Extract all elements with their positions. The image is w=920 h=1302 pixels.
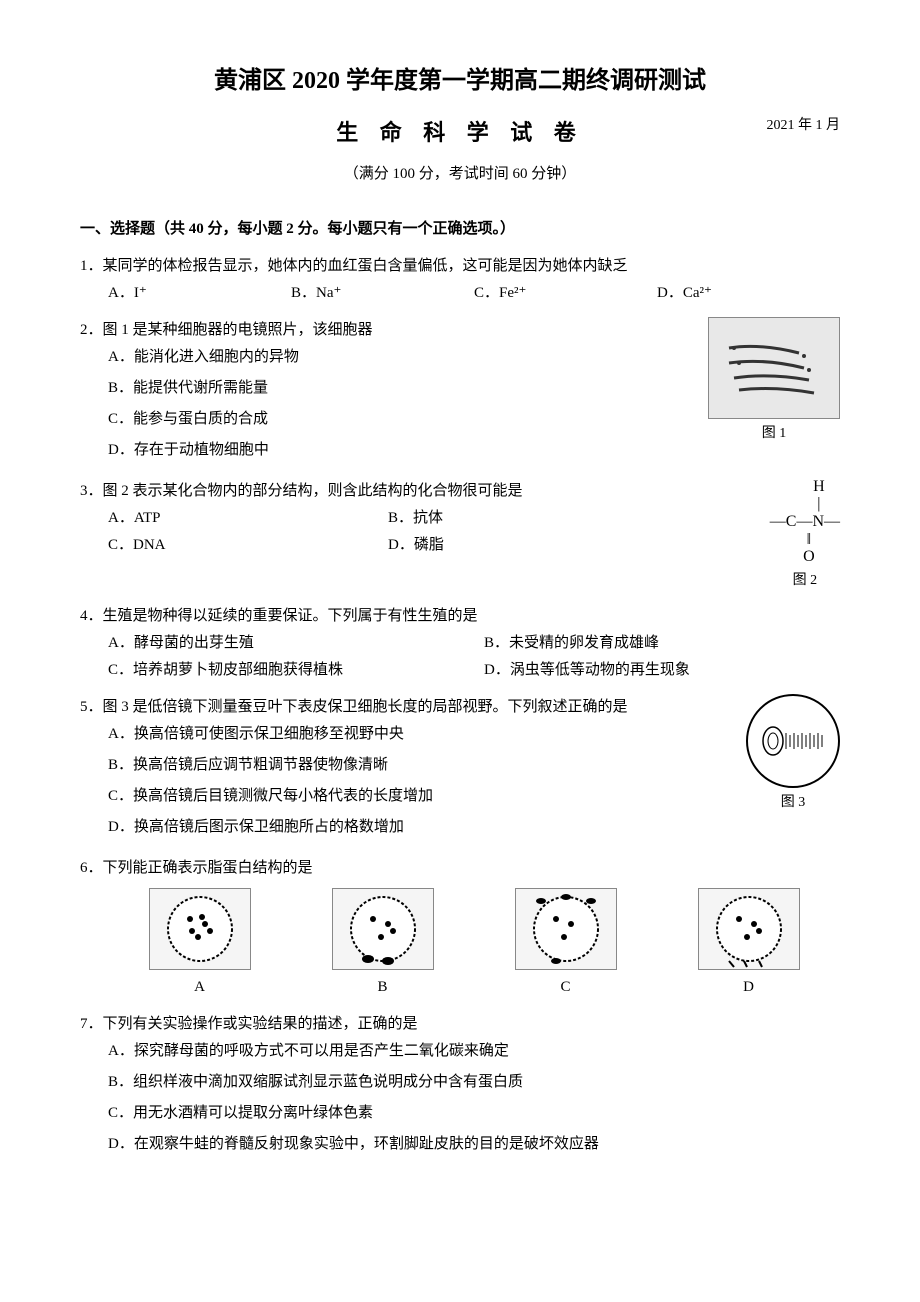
q6-options: A B C D xyxy=(80,888,840,1001)
question-2: 图 1 2．图 1 是某种细胞器的电镜照片，该细胞器 A．能消化进入细胞内的异物… xyxy=(80,317,840,468)
figure-1-caption: 图 1 xyxy=(708,421,840,446)
figure-2: H | —C—N— ‖ O 图 2 xyxy=(770,478,840,593)
q1-opt-a: A．I⁺ xyxy=(108,280,291,307)
q5-opt-c: C．换高倍镜后目镜测微尺每小格代表的长度增加 xyxy=(108,783,840,810)
figure-3-caption: 图 3 xyxy=(746,790,840,815)
q5-opt-a: A．换高倍镜可使图示保卫细胞移至视野中央 xyxy=(108,721,840,748)
q6-opt-c: C xyxy=(515,974,617,1001)
q3-stem: 3．图 2 表示某化合物内的部分结构，则含此结构的化合物很可能是 xyxy=(80,478,840,505)
q4-opt-a: A．酵母菌的出芽生殖 xyxy=(108,630,464,657)
figure-2-caption: 图 2 xyxy=(770,568,840,593)
q6-stem: 6．下列能正确表示脂蛋白结构的是 xyxy=(80,855,840,882)
q3-opt-d: D．磷脂 xyxy=(388,532,588,559)
q7-opt-d: D．在观察牛蛙的脊髓反射现象实验中，环割脚趾皮肤的目的是破坏效应器 xyxy=(108,1131,840,1158)
figure-3-image xyxy=(746,694,840,788)
q4-opt-d: D．涡虫等低等动物的再生现象 xyxy=(484,657,840,684)
q3-opt-a: A．ATP xyxy=(108,505,368,532)
q4-options: A．酵母菌的出芽生殖 B．未受精的卵发育成雄峰 C．培养胡萝卜韧皮部细胞获得植株… xyxy=(80,630,840,684)
q6-opt-d: D xyxy=(698,974,800,1001)
q6-opt-a-wrap: A xyxy=(149,888,251,1001)
q6-img-a xyxy=(149,888,251,970)
q5-stem: 5．图 3 是低倍镜下测量蚕豆叶下表皮保卫细胞长度的局部视野。下列叙述正确的是 xyxy=(80,694,840,721)
q6-img-c xyxy=(515,888,617,970)
q3-opt-b: B．抗体 xyxy=(388,505,588,532)
q7-options: A．探究酵母菌的呼吸方式不可以用是否产生二氧化碳来确定 B．组织样液中滴加双缩脲… xyxy=(80,1038,840,1158)
main-title: 黄浦区 2020 学年度第一学期高二期终调研测试 xyxy=(80,60,840,103)
q6-img-d xyxy=(698,888,800,970)
q1-options: A．I⁺ B．Na⁺ C．Fe²⁺ D．Ca²⁺ xyxy=(80,280,840,307)
sub-title: 生 命 科 学 试 卷 xyxy=(336,113,584,153)
figure-1: 图 1 xyxy=(708,317,840,446)
q1-opt-d: D．Ca²⁺ xyxy=(657,280,840,307)
q4-opt-c: C．培养胡萝卜韧皮部细胞获得植株 xyxy=(108,657,464,684)
q3-options: A．ATP B．抗体 C．DNA D．磷脂 xyxy=(80,505,758,559)
q4-opt-b: B．未受精的卵发育成雄峰 xyxy=(484,630,840,657)
exam-date: 2021 年 1 月 xyxy=(767,113,841,138)
figure-1-image xyxy=(708,317,840,419)
q6-opt-b-wrap: B xyxy=(332,888,434,1001)
q3-opt-c: C．DNA xyxy=(108,532,368,559)
q5-opt-b: B．换高倍镜后应调节粗调节器使物像清晰 xyxy=(108,752,840,779)
q5-opt-d: D．换高倍镜后图示保卫细胞所占的格数增加 xyxy=(108,814,840,841)
exam-meta: （满分 100 分，考试时间 60 分钟） xyxy=(80,161,840,188)
q6-opt-c-wrap: C xyxy=(515,888,617,1001)
q6-opt-a: A xyxy=(149,974,251,1001)
q1-opt-b: B．Na⁺ xyxy=(291,280,474,307)
q7-opt-a: A．探究酵母菌的呼吸方式不可以用是否产生二氧化碳来确定 xyxy=(108,1038,840,1065)
section-1-header: 一、选择题（共 40 分，每小题 2 分。每小题只有一个正确选项。） xyxy=(80,216,840,243)
figure-2-structure: H | —C—N— ‖ O xyxy=(770,478,840,566)
q6-opt-b: B xyxy=(332,974,434,1001)
question-3: H | —C—N— ‖ O 图 2 3．图 2 表示某化合物内的部分结构，则含此… xyxy=(80,478,840,593)
question-7: 7．下列有关实验操作或实验结果的描述，正确的是 A．探究酵母菌的呼吸方式不可以用… xyxy=(80,1011,840,1158)
q7-opt-b: B．组织样液中滴加双缩脲试剂显示蓝色说明成分中含有蛋白质 xyxy=(108,1069,840,1096)
question-1: 1．某同学的体检报告显示，她体内的血红蛋白含量偏低，这可能是因为她体内缺乏 A．… xyxy=(80,253,840,307)
q7-stem: 7．下列有关实验操作或实验结果的描述，正确的是 xyxy=(80,1011,840,1038)
subtitle-row: 生 命 科 学 试 卷 2021 年 1 月 xyxy=(80,113,840,153)
question-4: 4．生殖是物种得以延续的重要保证。下列属于有性生殖的是 A．酵母菌的出芽生殖 B… xyxy=(80,603,840,684)
q5-options: A．换高倍镜可使图示保卫细胞移至视野中央 B．换高倍镜后应调节粗调节器使物像清晰… xyxy=(80,721,840,841)
q4-stem: 4．生殖是物种得以延续的重要保证。下列属于有性生殖的是 xyxy=(80,603,840,630)
q6-img-b xyxy=(332,888,434,970)
q6-opt-d-wrap: D xyxy=(698,888,800,1001)
question-5: 图 3 5．图 3 是低倍镜下测量蚕豆叶下表皮保卫细胞长度的局部视野。下列叙述正… xyxy=(80,694,840,845)
question-6: 6．下列能正确表示脂蛋白结构的是 A B C D xyxy=(80,855,840,1001)
q1-opt-c: C．Fe²⁺ xyxy=(474,280,657,307)
figure-3: 图 3 xyxy=(746,694,840,815)
q1-stem: 1．某同学的体检报告显示，她体内的血红蛋白含量偏低，这可能是因为她体内缺乏 xyxy=(80,253,840,280)
q7-opt-c: C．用无水酒精可以提取分离叶绿体色素 xyxy=(108,1100,840,1127)
